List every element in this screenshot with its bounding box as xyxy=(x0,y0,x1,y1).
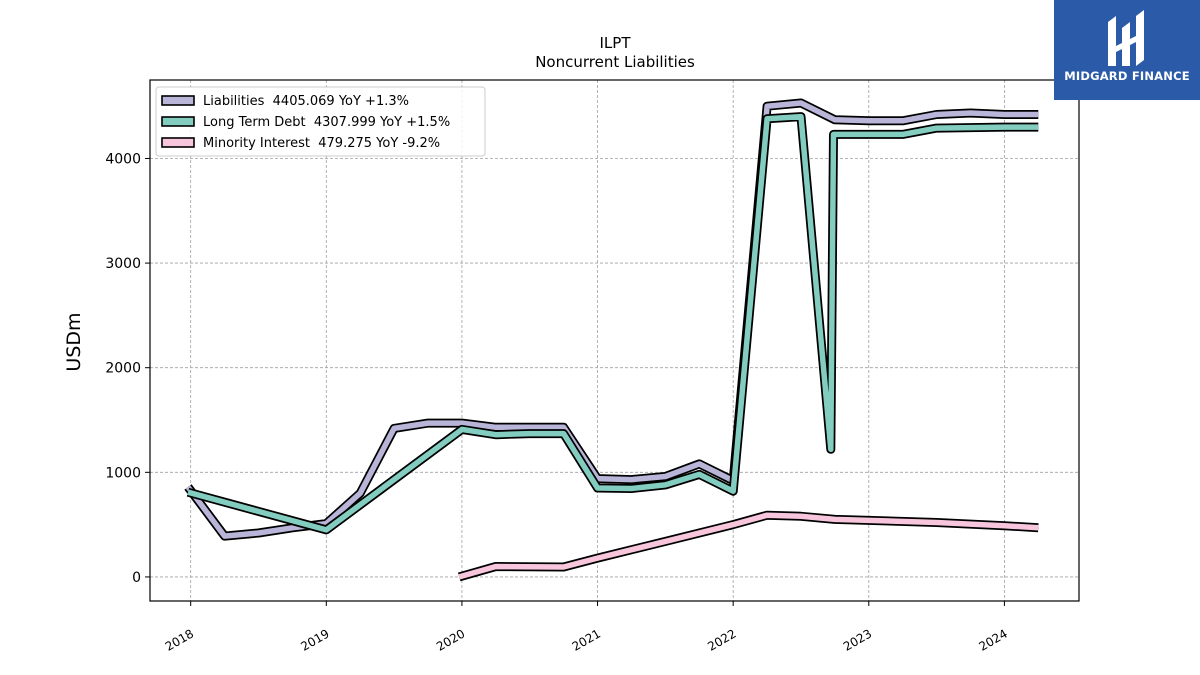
plot-frame xyxy=(149,79,1080,602)
legend-label-1: Long Term Debt 4307.999 YoY +1.5% xyxy=(203,115,450,130)
x-tick-label: 2018 xyxy=(163,626,196,653)
brand-mark-icon xyxy=(1108,10,1144,66)
x-tick-label: 2020 xyxy=(434,626,467,653)
y-tick-label: 1000 xyxy=(105,465,141,481)
x-tick-label: 2023 xyxy=(841,626,874,653)
x-tick-label: 2019 xyxy=(298,626,331,653)
ticks: 0 1000 2000 3000 4000 2018 2019 2020 2021 2022 202… xyxy=(105,151,1010,653)
y-axis-label: USDm xyxy=(63,312,85,371)
legend: Liabilities 4405.069 YoY +1.3% Long Term … xyxy=(155,86,486,157)
brand-name: MIDGARD FINANCE xyxy=(1064,69,1190,83)
grid xyxy=(150,80,1079,601)
brand-logo: MIDGARD FINANCE xyxy=(1054,0,1200,100)
series-line-1 xyxy=(187,113,1039,533)
x-tick-label: 2022 xyxy=(705,626,738,653)
legend-swatch-1 xyxy=(161,116,195,127)
series-layer xyxy=(184,98,1039,582)
series-outline-0 xyxy=(184,98,1039,541)
chart-title: ILPT xyxy=(600,34,632,52)
y-tick-label: 0 xyxy=(132,570,141,586)
y-tick-label: 3000 xyxy=(105,256,141,272)
y-tick-label: 4000 xyxy=(105,151,141,167)
legend-label-0: Liabilities 4405.069 YoY +1.3% xyxy=(203,94,409,109)
series-line-2 xyxy=(458,512,1039,580)
series-outline-1 xyxy=(186,112,1039,535)
legend-swatch-0 xyxy=(161,95,195,106)
legend-label-2: Minority Interest 479.275 YoY -9.2% xyxy=(203,136,440,151)
legend-box xyxy=(155,86,486,157)
x-tick-label: 2024 xyxy=(976,626,1009,653)
y-tick-label: 2000 xyxy=(105,361,141,377)
series-line-0 xyxy=(185,100,1039,539)
x-tick-label: 2021 xyxy=(570,626,603,653)
chart-subtitle: Noncurrent Liabilities xyxy=(535,53,695,71)
legend-swatch-2 xyxy=(161,137,195,148)
